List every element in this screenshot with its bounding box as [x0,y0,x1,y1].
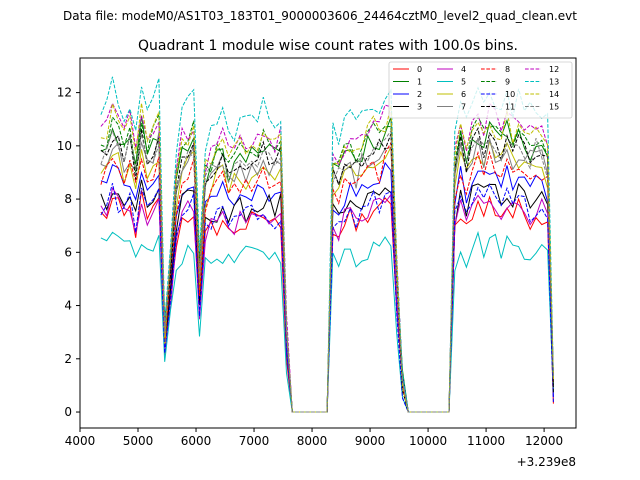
suptitle: Data file: modeM0/AS1T03_183T01_90000036… [63,9,577,23]
legend-label-8: 8 [505,65,510,74]
legend-label-4: 4 [461,65,466,74]
y-tick-label: 8 [64,192,72,206]
x-tick-label: 8000 [297,434,328,448]
legend-box [388,61,573,119]
x-tick-label: 10000 [409,434,447,448]
legend-label-7: 7 [461,103,466,112]
legend-label-5: 5 [461,78,466,87]
legend-label-13: 13 [549,78,559,87]
x-tick-label: 11000 [467,434,505,448]
legend-label-10: 10 [505,90,515,99]
legend-label-3: 3 [417,103,422,112]
y-tick-label: 12 [57,86,72,100]
plot-frame [79,57,577,429]
legend-label-0: 0 [417,65,422,74]
legend-label-11: 11 [505,103,515,112]
x-tick-label: 6000 [181,434,212,448]
series-line-14 [100,103,554,413]
y-tick-label: 4 [64,299,72,313]
legend-label-14: 14 [549,90,559,99]
x-axis: 4000 5000 6000 7000 8000 9000 10000 11000 12000 [65,428,563,448]
y-tick-label: 2 [64,352,72,366]
legend-label-2: 2 [417,90,422,99]
y-tick-label: 6 [64,245,72,259]
series-line-15 [100,129,554,413]
legend-label-1: 1 [417,78,422,87]
legend-label-6: 6 [461,90,466,99]
x-tick-label: 9000 [355,434,386,448]
series-line-11 [100,126,554,413]
y-axis: 0 2 4 6 8 10 12 [57,86,80,419]
series-layer [100,76,554,413]
x-tick-label: 7000 [239,434,270,448]
y-tick-label: 10 [57,139,72,153]
x-tick-label: 4000 [65,434,96,448]
x-tick-label: 5000 [123,434,154,448]
legend-label-12: 12 [549,65,559,74]
y-tick-label: 0 [64,405,72,419]
x-tick-label: 12000 [525,434,563,448]
chart-title: Quadrant 1 module wise count rates with … [138,38,518,54]
legend-label-9: 9 [505,78,510,87]
x-offset-label: +3.239e8 [517,455,576,469]
legend-label-15: 15 [549,103,559,112]
